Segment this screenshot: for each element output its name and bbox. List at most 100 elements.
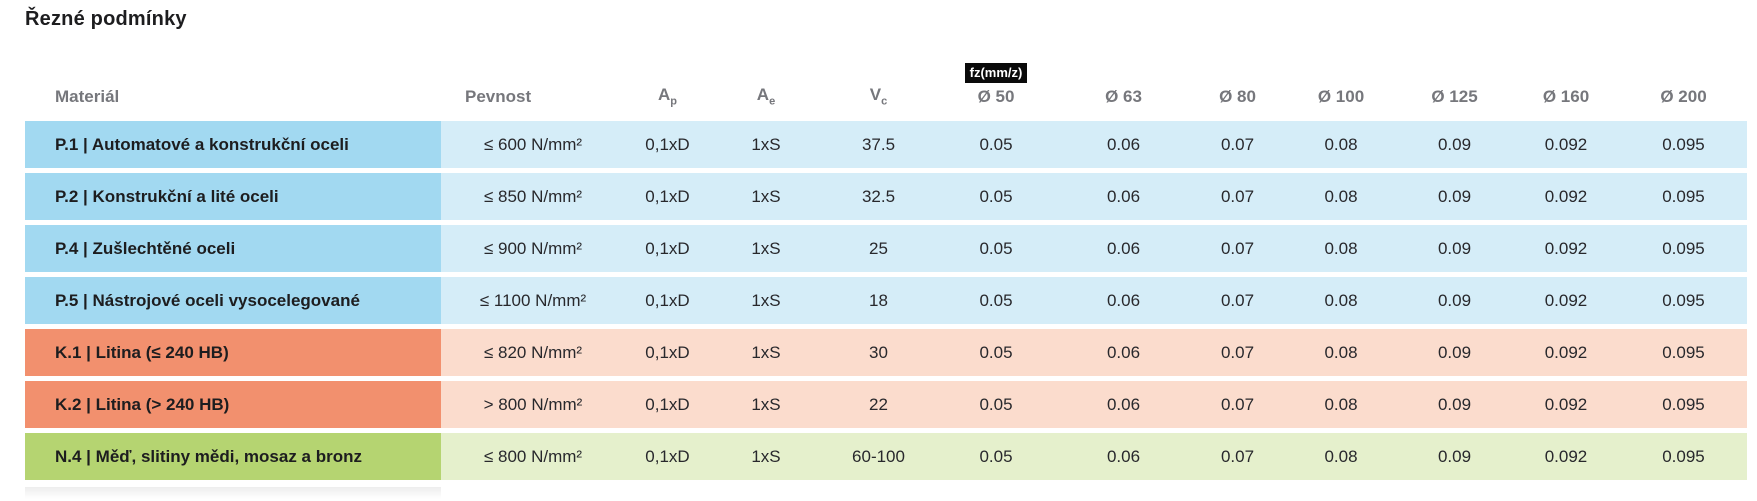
- vc-cell: 22: [822, 381, 935, 428]
- pevnost-cell: ≤ 900 N/mm²: [441, 225, 625, 272]
- fz-cell: 0.092: [1512, 277, 1620, 324]
- fz-cell: 0.05: [935, 433, 1057, 480]
- material-cell: P.2 | Konstrukční a lité oceli: [25, 173, 441, 220]
- fz-cell: 0.08: [1285, 225, 1397, 272]
- pevnost-cell: ≤ 820 N/mm²: [441, 329, 625, 376]
- fz-cell: 0.095: [1620, 433, 1747, 480]
- vc-cell: 25: [822, 225, 935, 272]
- table-row: N.4 | Měď, slitiny mědi, mosaz a bronz ≤…: [25, 433, 1747, 480]
- fz-cell: 0.06: [1057, 277, 1190, 324]
- pevnost-cell: ≤ 800 N/mm²: [441, 433, 625, 480]
- column-header-d125: Ø 125: [1431, 87, 1478, 106]
- pevnost-cell: > 800 N/mm²: [441, 381, 625, 428]
- fz-cell: 0.09: [1397, 433, 1512, 480]
- fz-cell: 0.08: [1285, 433, 1397, 480]
- fz-cell: 0.07: [1190, 433, 1285, 480]
- table-row: P.1 | Automatové a konstrukční oceli ≤ 6…: [25, 121, 1747, 168]
- fz-cell: 0.095: [1620, 329, 1747, 376]
- pevnost-cell: ≤ 600 N/mm²: [441, 121, 625, 168]
- fz-cell: 0.092: [1512, 225, 1620, 272]
- fz-cell: 0.05: [935, 277, 1057, 324]
- material-cell: K.2 | Litina (> 240 HB): [25, 381, 441, 428]
- fz-cell: 0.05: [935, 225, 1057, 272]
- fz-cell: 0.092: [1512, 329, 1620, 376]
- fz-cell: 0.05: [935, 121, 1057, 168]
- ae-sub: e: [769, 95, 776, 107]
- column-header-d100: Ø 100: [1317, 87, 1365, 106]
- ap-cell: 0,1xD: [625, 121, 710, 168]
- ap-cell: 0,1xD: [625, 381, 710, 428]
- vc-base: V: [869, 84, 882, 104]
- material-cell: P.1 | Automatové a konstrukční oceli: [25, 121, 441, 168]
- column-header-pevnost: Pevnost: [465, 87, 532, 106]
- table-row: K.2 | Litina (> 240 HB) > 800 N/mm² 0,1x…: [25, 381, 1747, 428]
- column-header-d80: Ø 80: [1219, 87, 1256, 106]
- fz-cell: 0.07: [1190, 329, 1285, 376]
- fz-cell: 0.095: [1620, 381, 1747, 428]
- fz-cell: 0.095: [1620, 277, 1747, 324]
- fz-cell: 0.092: [1512, 121, 1620, 168]
- fz-cell: 0.09: [1397, 329, 1512, 376]
- fz-cell: 0.095: [1620, 173, 1747, 220]
- ae-base: A: [756, 84, 770, 104]
- fz-cell: 0.09: [1397, 121, 1512, 168]
- ap-base: A: [657, 84, 671, 104]
- ae-cell: 1xS: [710, 381, 822, 428]
- column-header-d63: Ø 63: [1105, 87, 1142, 106]
- fz-cell: 0.07: [1190, 381, 1285, 428]
- fz-cell: 0.06: [1057, 329, 1190, 376]
- fz-cell: 0.08: [1285, 121, 1397, 168]
- pevnost-cell: ≤ 1100 N/mm²: [441, 277, 625, 324]
- fz-cell: 0.06: [1057, 433, 1190, 480]
- fz-cell: 0.08: [1285, 173, 1397, 220]
- ae-cell: 1xS: [710, 121, 822, 168]
- ae-cell: 1xS: [710, 225, 822, 272]
- fz-cell: 0.06: [1057, 381, 1190, 428]
- column-header-material: Materiál: [55, 87, 120, 106]
- fz-cell: 0.05: [935, 173, 1057, 220]
- fz-cell: 0.06: [1057, 173, 1190, 220]
- fz-cell: 0.09: [1397, 173, 1512, 220]
- fz-cell: 0.095: [1620, 121, 1747, 168]
- ae-cell: 1xS: [710, 277, 822, 324]
- fz-cell: 0.06: [1057, 225, 1190, 272]
- material-column-shadow: [25, 487, 441, 499]
- fz-cell: 0.09: [1397, 277, 1512, 324]
- table-row: P.5 | Nástrojové oceli vysocelegované ≤ …: [25, 277, 1747, 324]
- ap-cell: 0,1xD: [625, 173, 710, 220]
- table-row: K.1 | Litina (≤ 240 HB) ≤ 820 N/mm² 0,1x…: [25, 329, 1747, 376]
- vc-cell: 60-100: [822, 433, 935, 480]
- ap-cell: 0,1xD: [625, 433, 710, 480]
- column-header-ap: Ap: [625, 85, 710, 121]
- column-header-d200: Ø 200: [1660, 87, 1707, 106]
- pevnost-cell: ≤ 850 N/mm²: [441, 173, 625, 220]
- fz-cell: 0.07: [1190, 277, 1285, 324]
- fz-cell: 0.09: [1397, 381, 1512, 428]
- vc-cell: 18: [822, 277, 935, 324]
- material-cell: N.4 | Měď, slitiny mědi, mosaz a bronz: [25, 433, 441, 480]
- fz-cell: 0.092: [1512, 173, 1620, 220]
- cutting-conditions-table: Materiál Pevnost Ap Ae Vc fz(mm/z) Ø 50 …: [25, 55, 1747, 485]
- table-row: P.4 | Zušlechtěné oceli ≤ 900 N/mm² 0,1x…: [25, 225, 1747, 272]
- fz-cell: 0.08: [1285, 277, 1397, 324]
- fz-cell: 0.095: [1620, 225, 1747, 272]
- ae-cell: 1xS: [710, 173, 822, 220]
- fz-cell: 0.08: [1285, 381, 1397, 428]
- table-header-row: Materiál Pevnost Ap Ae Vc fz(mm/z) Ø 50 …: [25, 55, 1747, 121]
- fz-cell: 0.092: [1512, 433, 1620, 480]
- vc-cell: 37.5: [822, 121, 935, 168]
- column-header-vc: Vc: [822, 85, 935, 121]
- ap-cell: 0,1xD: [625, 277, 710, 324]
- material-cell: P.4 | Zušlechtěné oceli: [25, 225, 441, 272]
- fz-cell: 0.05: [935, 329, 1057, 376]
- fz-cell: 0.06: [1057, 121, 1190, 168]
- d50-label: Ø 50: [977, 87, 1015, 106]
- fz-cell: 0.07: [1190, 173, 1285, 220]
- ap-sub: p: [670, 95, 677, 107]
- fz-cell: 0.09: [1397, 225, 1512, 272]
- ae-cell: 1xS: [710, 433, 822, 480]
- column-header-d160: Ø 160: [1542, 87, 1590, 106]
- fz-cell: 0.07: [1190, 225, 1285, 272]
- ae-cell: 1xS: [710, 329, 822, 376]
